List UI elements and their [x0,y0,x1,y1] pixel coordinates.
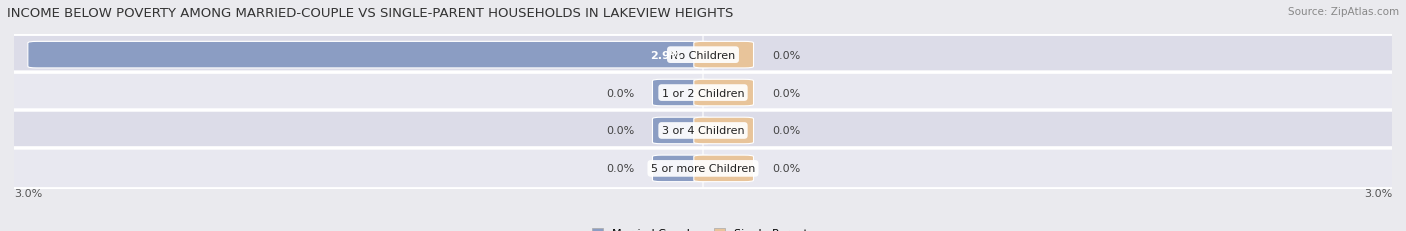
Text: 0.0%: 0.0% [606,126,634,136]
Text: Source: ZipAtlas.com: Source: ZipAtlas.com [1288,7,1399,17]
Text: 3.0%: 3.0% [14,188,42,198]
Text: 2.9%: 2.9% [650,50,681,60]
Text: 0.0%: 0.0% [772,126,800,136]
Text: 5 or more Children: 5 or more Children [651,164,755,174]
FancyBboxPatch shape [652,118,713,144]
FancyBboxPatch shape [693,42,754,69]
Text: 0.0%: 0.0% [772,164,800,174]
Text: 3 or 4 Children: 3 or 4 Children [662,126,744,136]
FancyBboxPatch shape [0,148,1406,189]
FancyBboxPatch shape [693,118,754,144]
FancyBboxPatch shape [693,155,754,182]
FancyBboxPatch shape [0,110,1406,151]
Text: 1 or 2 Children: 1 or 2 Children [662,88,744,98]
Text: INCOME BELOW POVERTY AMONG MARRIED-COUPLE VS SINGLE-PARENT HOUSEHOLDS IN LAKEVIE: INCOME BELOW POVERTY AMONG MARRIED-COUPL… [7,7,734,20]
Text: 0.0%: 0.0% [606,88,634,98]
Text: 3.0%: 3.0% [1364,188,1392,198]
Text: 0.0%: 0.0% [772,88,800,98]
Legend: Married Couples, Single Parents: Married Couples, Single Parents [588,224,818,231]
FancyBboxPatch shape [652,155,713,182]
Text: 0.0%: 0.0% [772,50,800,60]
FancyBboxPatch shape [0,35,1406,76]
Text: No Children: No Children [671,50,735,60]
FancyBboxPatch shape [28,42,713,69]
FancyBboxPatch shape [0,73,1406,114]
FancyBboxPatch shape [652,80,713,106]
Text: 0.0%: 0.0% [606,164,634,174]
FancyBboxPatch shape [693,80,754,106]
